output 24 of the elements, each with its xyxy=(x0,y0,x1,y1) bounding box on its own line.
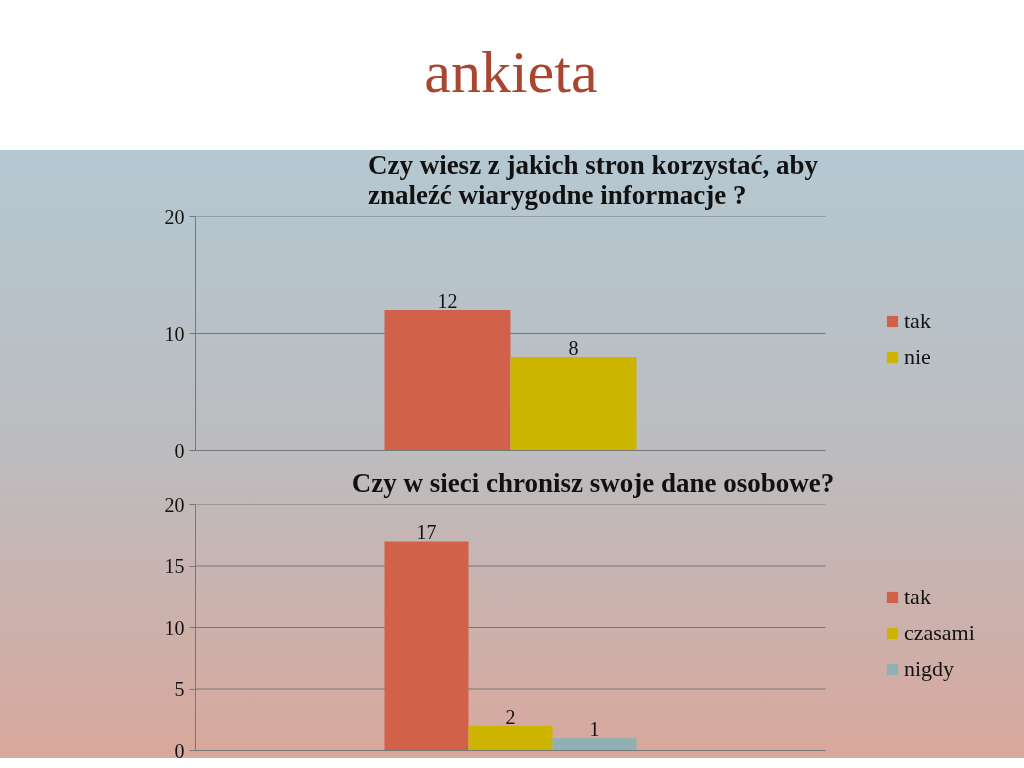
chart-title: Czy w sieci chronisz swoje dane osobowe? xyxy=(351,467,835,498)
data-label: 17 xyxy=(416,521,437,544)
bar xyxy=(468,725,553,751)
y-tick-label: 20 xyxy=(164,493,185,516)
y-tick-label: 0 xyxy=(174,439,185,462)
bar xyxy=(384,541,469,751)
y-tick-label: 15 xyxy=(164,555,185,577)
legend-label: nigdy xyxy=(904,655,955,682)
data-label: 1 xyxy=(589,718,600,741)
bar xyxy=(552,738,637,751)
y-tick-label: 0 xyxy=(174,739,185,762)
y-tick-label: 10 xyxy=(164,616,185,639)
legend-label: tak xyxy=(904,583,931,610)
legend-label: czasami xyxy=(904,619,975,646)
text: ankieta xyxy=(424,38,598,105)
data-label: 2 xyxy=(505,705,516,728)
data-label: 8 xyxy=(568,336,579,359)
y-tick-label: 20 xyxy=(164,205,185,228)
legend-label: nie xyxy=(904,344,931,370)
y-tick-label: 5 xyxy=(174,678,185,700)
chart-title: Czy wiesz z jakich stron korzystać, aby znaleźć wiarygodne informacje ? xyxy=(367,149,819,210)
y-tick-label: 10 xyxy=(164,322,185,345)
legend-label: tak xyxy=(904,308,931,334)
data-label: 12 xyxy=(437,290,458,313)
